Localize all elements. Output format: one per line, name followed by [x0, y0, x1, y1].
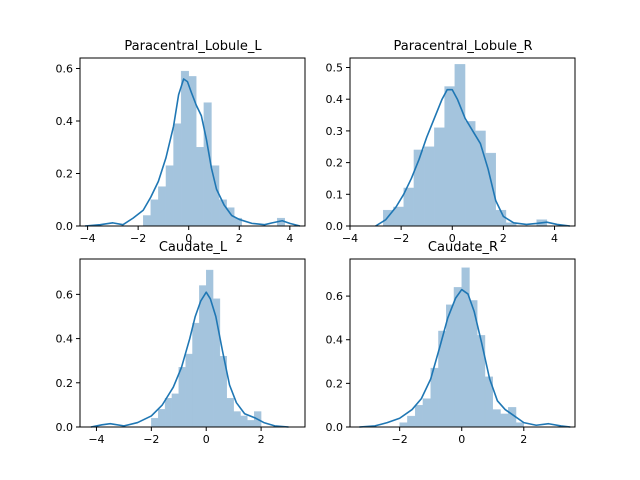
histogram-bar [453, 287, 462, 428]
x-tick-label: −2 [393, 232, 409, 245]
histogram-bar [150, 199, 159, 227]
kde-curve [84, 78, 301, 227]
y-tick-label: 0.3 [326, 125, 344, 138]
y-tick-label: 0.6 [326, 290, 344, 303]
histogram-bar [515, 422, 524, 428]
y-tick-label: 0.0 [326, 421, 344, 434]
y-tick-label: 0.4 [56, 115, 74, 128]
plot-frame [349, 57, 576, 227]
y-tick-label: 0.4 [326, 334, 344, 347]
x-tick-label: 0 [185, 232, 192, 245]
y-tick-label: 0.0 [326, 220, 344, 233]
x-tick-label: −4 [79, 232, 95, 245]
subplot-paracentral-lobule-r: Paracentral_Lobule_R −4 −2 0 2 4 0.0 0.1 0.2 0.3… [326, 39, 576, 245]
subplot-title: Caudate_R [428, 240, 498, 255]
x-tick-label: 2 [500, 232, 507, 245]
plot-frame [349, 258, 576, 428]
y-tick-label: 0.1 [326, 188, 344, 201]
y-tick-label: 0.2 [326, 157, 344, 170]
y-tick-label: 0.0 [56, 220, 74, 233]
histogram-bar [422, 398, 431, 428]
histogram-bar [196, 147, 205, 227]
histogram-bar [446, 304, 455, 428]
histogram-bar [199, 285, 207, 428]
histogram-bar [164, 398, 173, 428]
histogram-bar [434, 127, 445, 227]
histogram-bar [500, 413, 509, 428]
y-tick-label: 0.4 [326, 93, 344, 106]
subplot-title: Paracentral_Lobule_R [393, 39, 532, 54]
x-tick-label: 2 [258, 433, 265, 446]
x-tick-label: −4 [342, 232, 358, 245]
histogram-bar [407, 415, 416, 428]
x-tick-label: 2 [520, 433, 527, 446]
subplot-caudate-r: −2 0 2 0.0 0.2 0.4 0.6 Caudate_R [326, 240, 576, 446]
subplot-paracentral-lobule-l: Paracentral_Lobule_L −4 −2 0 2 4 0.0 0.2 0.4 0.6 [56, 39, 306, 245]
kde-curve [359, 288, 571, 428]
x-tick-label: −2 [143, 433, 159, 446]
histogram-bar [158, 186, 167, 227]
histogram-bar [233, 411, 241, 428]
histogram-bar [180, 70, 189, 227]
histogram-bar [173, 123, 182, 227]
y-tick-label: 0.2 [56, 377, 74, 390]
x-tick-label: −4 [88, 433, 104, 446]
histogram-bar [185, 353, 193, 428]
x-tick-label: −2 [392, 433, 408, 446]
subplot-caudate-l: −4 −2 0 2 0.0 0.2 0.4 0.6 Caudate_L [56, 240, 306, 446]
x-tick-label: −2 [130, 232, 146, 245]
histogram-bar [142, 215, 151, 227]
histogram-bar [165, 165, 174, 227]
histogram-bar [178, 367, 186, 428]
x-tick-label: 0 [203, 433, 210, 446]
subplot-title: Paracentral_Lobule_L [124, 39, 262, 54]
histogram-bar [192, 322, 200, 428]
x-tick-label: 4 [286, 232, 293, 245]
kde-curve [90, 291, 289, 428]
x-tick-label: 0 [449, 232, 456, 245]
histogram-bar [157, 409, 166, 428]
y-tick-label: 0.6 [56, 288, 74, 301]
histogram-bar [423, 146, 435, 227]
y-tick-label: 0.0 [56, 421, 74, 434]
kde-curve [375, 88, 570, 227]
histogram-bar [464, 121, 476, 227]
histogram-bar [171, 393, 179, 428]
x-tick-label: 2 [236, 232, 243, 245]
histogram-bar [247, 420, 255, 428]
plot-frame [79, 57, 306, 227]
y-tick-label: 0.5 [326, 62, 344, 75]
histogram-bar [454, 64, 466, 227]
histogram-bar [399, 422, 408, 428]
y-tick-label: 0.2 [326, 377, 344, 390]
y-tick-label: 0.2 [56, 168, 74, 181]
histogram-bar [188, 76, 197, 227]
x-tick-label: 4 [551, 232, 558, 245]
histogram-bar [414, 404, 424, 428]
x-tick-label: 0 [458, 433, 465, 446]
histogram-bar [393, 206, 404, 227]
subplot-title: Caudate_L [159, 240, 228, 255]
histogram-bar [240, 415, 248, 428]
histogram-bar [151, 417, 159, 428]
y-tick-label: 0.4 [56, 333, 74, 346]
histogram-bar [477, 335, 486, 428]
plot-frame [79, 258, 306, 428]
histogram-bar [226, 398, 234, 428]
histogram-bar [492, 409, 501, 428]
histogram-bar [403, 187, 415, 227]
histogram-bar [444, 86, 456, 227]
y-tick-label: 0.6 [56, 63, 74, 76]
